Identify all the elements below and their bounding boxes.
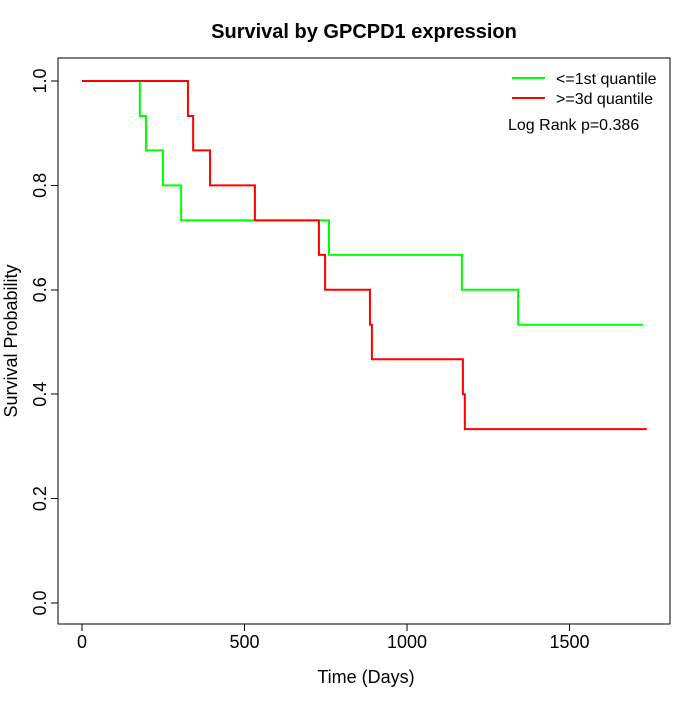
y-axis-tick-label: 0.2 [30, 486, 50, 511]
legend: <=1st quantile >=3d quantile Log Rank p=… [508, 71, 657, 134]
y-axis-tick-label: 0.0 [30, 590, 50, 615]
legend-label-low-expression: <=1st quantile [556, 71, 657, 88]
y-axis-title: Survival Probability [1, 264, 21, 417]
x-axis-tick-label: 500 [229, 632, 259, 652]
y-axis-tick-label: 1.0 [30, 68, 50, 93]
survival-curves [82, 80, 647, 431]
x-axis-tick-label: 0 [77, 632, 87, 652]
log-rank-annotation: Log Rank p=0.386 [508, 117, 639, 134]
y-axis-tick-label: 0.6 [30, 277, 50, 302]
plot-border [57, 57, 671, 625]
survival-curve-high-expression [82, 80, 647, 431]
survival-curve-low-expression [82, 80, 643, 326]
y-axis-tick-label: 0.4 [30, 382, 50, 407]
axes: 0 500 1000 1500 0.0 0.2 0.4 0.6 0.8 1.0 [30, 68, 590, 652]
y-axis-tick-label: 0.8 [30, 173, 50, 198]
x-axis-tick-label: 1000 [387, 632, 427, 652]
legend-label-high-expression: >=3d quantile [556, 91, 653, 108]
chart-title: Survival by GPCPD1 expression [211, 21, 517, 43]
x-axis-title: Time (Days) [317, 667, 414, 687]
x-axis-tick-label: 1500 [549, 632, 589, 652]
